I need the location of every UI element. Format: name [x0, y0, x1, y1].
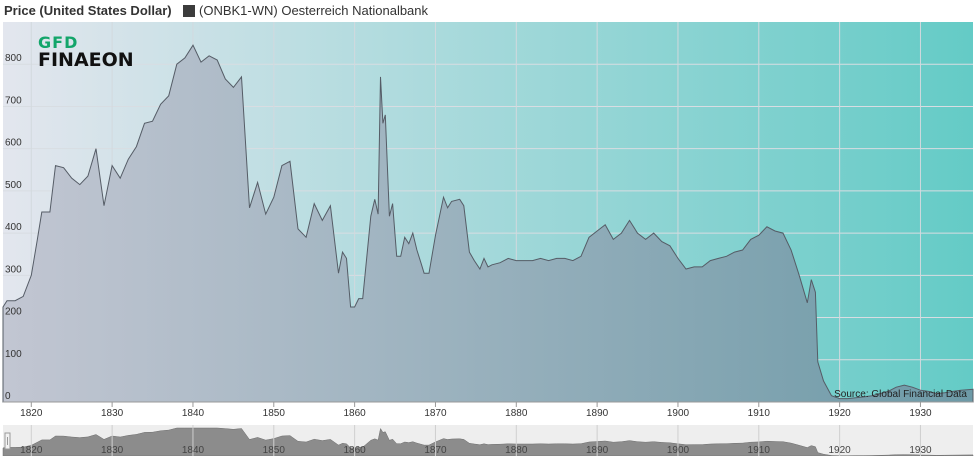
- y-tick-label: 500: [5, 180, 22, 191]
- navigator-tick-label: 1920: [829, 445, 852, 456]
- y-axis-title: Price (United States Dollar): [4, 3, 172, 18]
- logo-text-bottom: FINAEON: [38, 49, 134, 71]
- x-axis: 1820 1830 1840 1850 1860 1870 1880 1890 1900 1910…: [20, 402, 932, 419]
- navigator-tick-label: 1890: [586, 445, 609, 456]
- navigator-axis: 1820 1830 1840 1850 1860 1870 1880 1890 1900 1910…: [20, 425, 932, 456]
- x-tick-label: 1910: [748, 408, 771, 419]
- x-tick-label: 1860: [344, 408, 367, 419]
- navigator-tick-label: 1830: [101, 445, 124, 456]
- x-tick-label: 1820: [20, 408, 43, 419]
- navigator-tick-label: 1840: [182, 445, 205, 456]
- chart-header: Price (United States Dollar) (ONBK1-WN) …: [0, 0, 975, 22]
- legend-swatch: [183, 4, 195, 17]
- x-tick-label: 1930: [909, 408, 932, 419]
- navigator-tick-label: 1850: [263, 445, 286, 456]
- legend-item[interactable]: (ONBK1-WN) Oesterreich Nationalbank: [183, 3, 428, 18]
- y-tick-label: 800: [5, 53, 22, 64]
- x-tick-label: 1900: [667, 408, 690, 419]
- logo-text-top: GFD: [38, 33, 79, 52]
- gfd-finaeon-logo: GFD FINAEON: [38, 33, 134, 71]
- x-tick-label: 1920: [829, 408, 852, 419]
- x-tick-label: 1870: [424, 408, 447, 419]
- price-area-series[interactable]: [2, 44, 974, 403]
- y-tick-label: 300: [5, 264, 22, 275]
- y-tick-label: 700: [5, 95, 22, 106]
- navigator-series: [2, 427, 974, 456]
- y-axis: 0 100 200 300 400 500 600 700 800: [5, 53, 22, 402]
- y-tick-label: 100: [5, 349, 22, 360]
- legend-label: (ONBK1-WN) Oesterreich Nationalbank: [199, 3, 429, 18]
- x-tick-label: 1850: [263, 408, 286, 419]
- source-credit: Source: Global Financial Data: [834, 389, 967, 400]
- y-tick-label: 200: [5, 307, 22, 318]
- x-tick-label: 1840: [182, 408, 205, 419]
- navigator-tick-label: 1900: [667, 445, 690, 456]
- navigator-tick-label: 1930: [909, 445, 932, 456]
- navigator-tick-label: 1820: [20, 445, 43, 456]
- navigator-tick-label: 1910: [748, 445, 771, 456]
- x-tick-label: 1880: [505, 408, 528, 419]
- navigator[interactable]: 1820 1830 1840 1850 1860 1870 1880 1890 1900 1910…: [2, 425, 974, 456]
- x-tick-label: 1890: [586, 408, 609, 419]
- navigator-tick-label: 1870: [424, 445, 447, 456]
- y-tick-label: 400: [5, 222, 22, 233]
- x-tick-label: 1830: [101, 408, 124, 419]
- navigator-tick-label: 1860: [344, 445, 367, 456]
- navigator-tick-label: 1880: [505, 445, 528, 456]
- y-tick-label: 600: [5, 138, 22, 149]
- y-tick-label: 0: [5, 391, 11, 402]
